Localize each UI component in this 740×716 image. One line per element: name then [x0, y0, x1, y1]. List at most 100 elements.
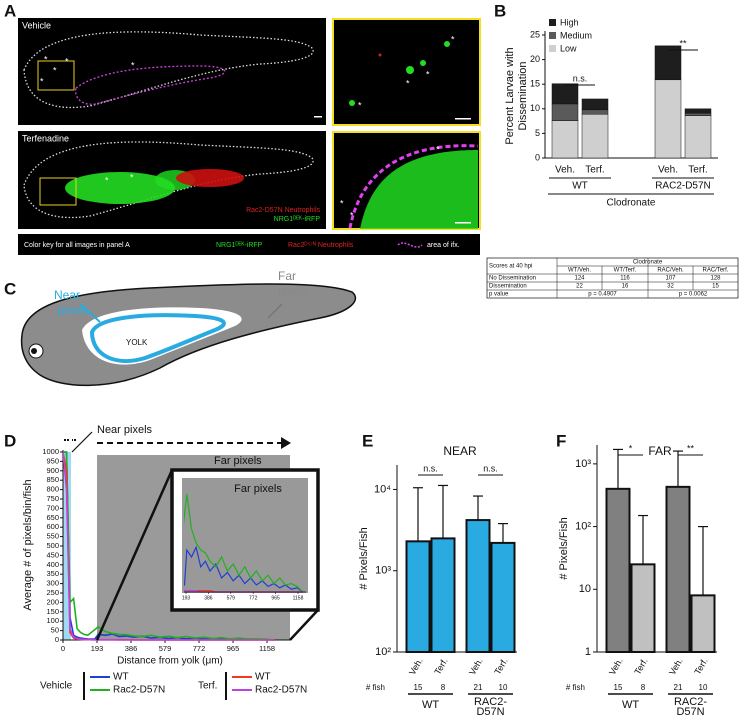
image-legend: NRG1ᴰᴱᴷ-iRFP: [274, 216, 321, 223]
panel-letter: C: [4, 279, 16, 298]
y-tick-label: 5: [535, 128, 540, 138]
table-cell: No Dissemination: [489, 276, 536, 282]
plot: [63, 451, 275, 641]
y-tick-label: 300: [46, 579, 59, 588]
zoom-box: [37, 60, 75, 91]
inset-series-line: [184, 493, 304, 593]
x-tick-label: Veh.: [555, 165, 575, 176]
y-tick-label: 1000: [42, 447, 59, 456]
x-tick-label: Veh.: [667, 656, 685, 677]
legend-swatch: [549, 45, 556, 52]
asterisk: *: [436, 144, 440, 154]
y-tick-label: 10²: [375, 646, 391, 658]
color-key-item: area of ifx.: [427, 242, 460, 249]
significance-label: n.s.: [573, 73, 588, 83]
significance-label: **: [679, 38, 687, 48]
y-tick-label: 850: [46, 475, 59, 484]
n-label: 15: [614, 683, 623, 692]
x-tick-label: Veh.: [467, 656, 485, 677]
x-tick-label: Terf.: [632, 656, 649, 676]
legend-swatch: [549, 19, 556, 26]
bar-segment: [654, 79, 682, 159]
table-cell: RAC/Terf.: [702, 268, 728, 274]
significance-label: n.s.: [423, 463, 438, 473]
pointer: [267, 303, 283, 319]
asterisk: *: [40, 76, 44, 86]
y-tick-label: 10²: [575, 520, 591, 532]
y-tick-label: 550: [46, 532, 59, 541]
group-label: RAC2-D57N: [655, 181, 711, 192]
asterisk: *: [105, 175, 109, 185]
fluorescence: [406, 66, 414, 74]
significance-label: **: [687, 443, 695, 453]
fluorescence: [176, 169, 244, 187]
diagram-label: Far: [278, 269, 296, 283]
x-tick-label: 0: [61, 644, 65, 653]
group-label: WT: [622, 699, 639, 711]
color-key: [18, 234, 480, 255]
fluorescence: [444, 41, 450, 47]
y-tick-label: 600: [46, 522, 59, 531]
n-title: # fish: [366, 683, 385, 692]
near-region: [63, 452, 71, 640]
bar: [690, 594, 716, 654]
chart-title: FAR: [648, 444, 672, 458]
asterisk: *: [44, 54, 48, 64]
inset-x-tick-label: 193: [182, 595, 191, 601]
y-tick-label: 700: [46, 503, 59, 512]
series-line: [63, 451, 275, 641]
near-region: [89, 313, 226, 363]
bar-segment: [684, 115, 712, 159]
y-tick-label: 1: [585, 646, 591, 658]
n-label: 8: [641, 683, 646, 692]
bar: [605, 487, 631, 654]
image-label: Vehicle: [22, 20, 51, 30]
asterisk: *: [451, 34, 455, 44]
pointer: [79, 303, 101, 323]
legend-label: Rac2-D57N: [113, 685, 165, 696]
y-tick-label: 200: [46, 597, 59, 606]
table-cell: Scores at 40 hpi: [489, 264, 532, 270]
micrograph: [18, 18, 326, 125]
bar-segment: [654, 45, 682, 81]
bar: [490, 541, 516, 653]
legend-label: Low: [560, 43, 577, 53]
x-tick-label: 193: [91, 644, 104, 653]
group-label: RAC2-: [474, 696, 507, 708]
x-tick-label: Veh.: [658, 165, 678, 176]
legend-label: Medium: [560, 30, 592, 40]
fluorescence: [420, 60, 426, 66]
inset-image: [332, 18, 481, 126]
diagram-label: pixels: [58, 303, 89, 317]
x-tick-label: 1158: [259, 644, 275, 653]
x-tick-label: Terf.: [585, 165, 604, 176]
n-label: 8: [441, 683, 446, 692]
diagram-label: Near: [54, 288, 80, 302]
y-tick-label: 150: [46, 607, 59, 616]
infection-area: [74, 65, 226, 105]
y-tick-label: 800: [46, 485, 59, 494]
panel-letter: B: [494, 1, 506, 20]
y-tick-label: 500: [46, 541, 59, 550]
y-tick-label: 10⁴: [374, 483, 391, 495]
y-tick-label: 20: [530, 54, 540, 64]
diagram-label: pixels: [278, 284, 309, 298]
x-tick-label: Terf.: [692, 656, 709, 676]
significance-label: *: [629, 443, 633, 453]
x-tick-label: Terf.: [688, 165, 707, 176]
table-cell: RAC/Veh.: [657, 268, 684, 274]
bar: [630, 563, 656, 653]
bar: [430, 537, 456, 653]
bar-segment: [581, 113, 609, 159]
significance-label: n.s.: [483, 463, 498, 473]
annotation: Far pixels: [214, 455, 262, 467]
group-label: WT: [422, 699, 439, 711]
series-line: [63, 451, 275, 641]
y-tick-label: 10: [579, 583, 591, 595]
group-label: D57N: [476, 706, 504, 716]
image-label: Terfenadine: [22, 133, 69, 143]
y-tick-label: 950: [46, 456, 59, 465]
inset-x-tick-label: 386: [204, 595, 213, 601]
table-cell: 16: [622, 284, 629, 290]
